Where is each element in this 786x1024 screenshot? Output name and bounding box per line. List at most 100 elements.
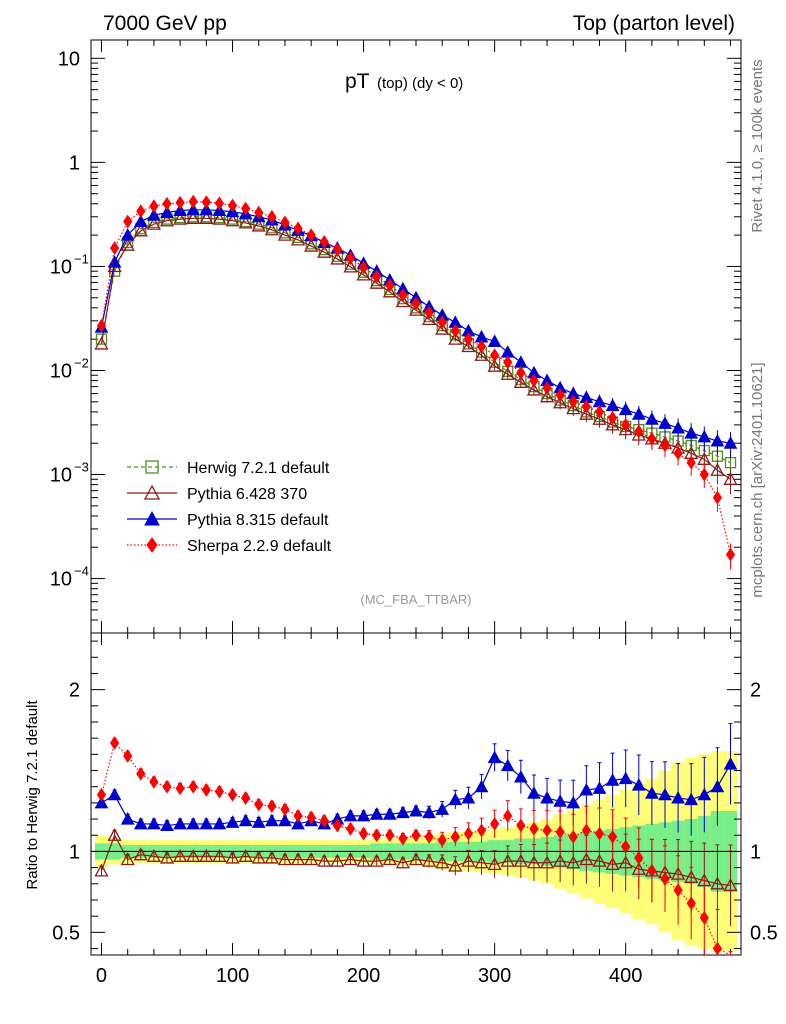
data-point-triangle (566, 795, 581, 809)
data-point-triangle (435, 321, 450, 335)
data-point-diamond (594, 404, 605, 419)
data-point-triangle (592, 853, 607, 867)
data-point-diamond (621, 839, 631, 854)
data-point-triangle (710, 779, 725, 793)
data-point-diamond (293, 221, 303, 236)
data-point-triangle (500, 758, 515, 772)
data-point-diamond (109, 736, 120, 750)
data-point-diamond (647, 863, 657, 878)
data-point-triangle (395, 855, 410, 869)
data-point-triangle (277, 852, 293, 866)
data-point-triangle (579, 782, 594, 796)
ratio-y-label-left: 1 (69, 841, 80, 863)
data-point-triangle (173, 848, 188, 862)
data-point-triangle (487, 358, 502, 372)
data-point-triangle (474, 779, 489, 793)
data-point-triangle (540, 791, 554, 804)
data-point-diamond (201, 195, 211, 210)
data-point-triangle (133, 816, 148, 830)
data-point-triangle (474, 347, 489, 361)
data-point-triangle (408, 852, 424, 866)
data-point-triangle (553, 395, 568, 409)
data-point-diamond (146, 537, 158, 553)
data-point-triangle (143, 484, 161, 500)
data-point-triangle (304, 852, 319, 866)
data-point-diamond (621, 417, 631, 432)
data-point-triangle (579, 852, 594, 866)
data-point-triangle (147, 208, 161, 221)
data-point-triangle (264, 222, 279, 236)
series-line (100, 216, 731, 464)
data-point-diamond (490, 348, 500, 363)
data-point-triangle (94, 863, 109, 877)
data-point-diamond (175, 781, 185, 796)
data-point-triangle (539, 855, 555, 869)
data-point-triangle (107, 827, 122, 841)
data-point-triangle (212, 211, 227, 225)
data-point-diamond (673, 883, 683, 898)
data-point-triangle (107, 787, 122, 801)
data-point-triangle (278, 813, 292, 827)
data-point-triangle (330, 251, 345, 265)
data-point-triangle (304, 238, 319, 252)
data-point-diamond (725, 547, 736, 562)
data-point-diamond (463, 332, 474, 347)
data-point-diamond (227, 787, 238, 802)
data-point-diamond (424, 305, 434, 320)
data-point-triangle (684, 426, 699, 439)
data-point-triangle (120, 812, 135, 825)
data-point-triangle (396, 805, 410, 819)
data-point-triangle (264, 850, 279, 864)
data-point-diamond (372, 269, 382, 284)
data-point-diamond (555, 825, 565, 839)
data-point-triangle (553, 853, 568, 867)
data-point-diamond (293, 808, 303, 823)
ratio-series-sherpa-2-2-9-default (96, 736, 733, 956)
data-point-triangle (369, 853, 384, 867)
y-tick-exponent: −3 (74, 460, 89, 475)
data-point-diamond (529, 821, 539, 836)
data-point-triangle (290, 852, 306, 866)
series-pythia-8-315-default (94, 202, 738, 459)
data-point-triangle (265, 813, 279, 827)
data-point-triangle (723, 878, 738, 892)
data-point-diamond (607, 411, 618, 425)
rivet-label: Rivet 4.1.0, ≥ 100k events (749, 59, 766, 232)
series-sherpa-2-2-9-default (96, 194, 736, 570)
data-point-diamond (634, 424, 644, 439)
data-point-triangle (658, 787, 672, 801)
data-point-triangle (409, 803, 423, 817)
data-point-triangle (290, 232, 306, 246)
data-point-triangle (435, 855, 450, 869)
data-point-triangle (144, 510, 160, 526)
data-point-diamond (280, 215, 290, 230)
data-point-diamond (503, 355, 513, 370)
data-point-triangle (212, 848, 227, 862)
data-point-triangle (133, 223, 148, 237)
data-point-triangle (186, 202, 201, 216)
data-point-triangle (160, 818, 174, 832)
data-point-diamond (345, 251, 356, 266)
data-point-diamond (332, 242, 342, 257)
data-point-diamond (358, 260, 369, 275)
data-point-diamond (712, 490, 723, 505)
data-point-triangle (173, 211, 188, 225)
ratio-y-label-right: 2 (750, 680, 761, 702)
legend-label: Pythia 8.315 default (187, 512, 329, 529)
series-line (100, 209, 731, 444)
data-point-triangle (225, 815, 240, 828)
header-energy: 7000 GeV pp (103, 12, 227, 35)
data-point-diamond (123, 749, 133, 763)
main-series-group (94, 194, 738, 570)
data-point-triangle (212, 816, 227, 830)
data-point-triangle (422, 805, 436, 819)
data-point-diamond (542, 823, 552, 838)
data-point-diamond (581, 399, 591, 414)
y-tick-exponent: −4 (74, 564, 89, 579)
data-point-triangle (513, 355, 528, 368)
data-point-diamond (673, 446, 683, 461)
data-point-triangle (107, 255, 122, 268)
data-point-triangle (343, 259, 358, 273)
data-point-triangle (147, 816, 161, 830)
